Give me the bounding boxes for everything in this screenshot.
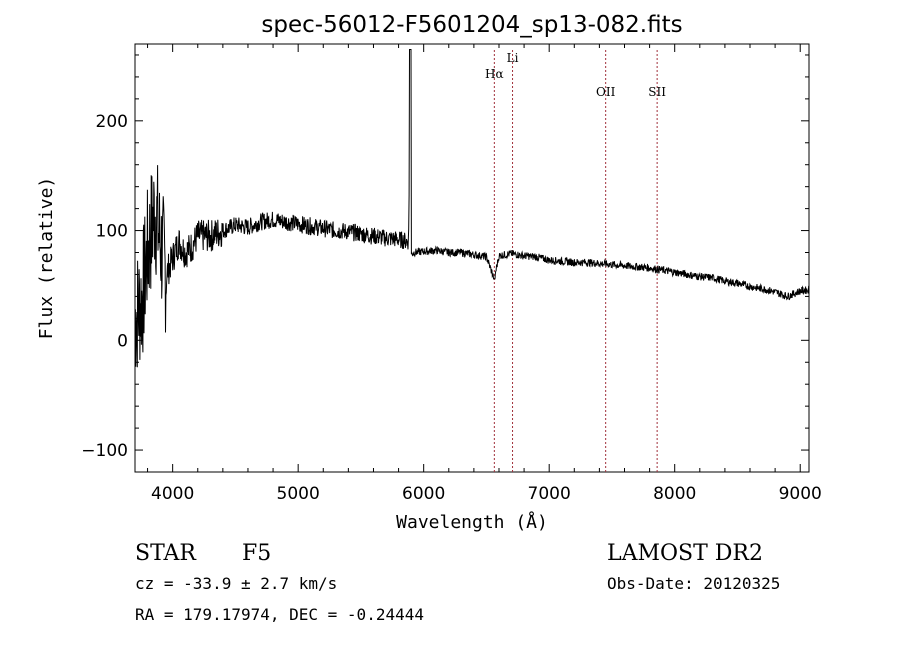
x-tick-label: 6000: [402, 484, 445, 504]
plot-frame: [134, 43, 810, 473]
y-tick-label: 200: [96, 112, 128, 132]
spectral-line-label: Hα: [485, 67, 504, 81]
x-axis-label: Wavelength (Å): [396, 511, 548, 533]
velocity-text: cz = -33.9 ± 2.7 km/s: [135, 574, 337, 593]
y-axis: −100 0 100 200: [81, 54, 809, 461]
y-tick-label: −100: [81, 441, 128, 461]
survey-name: LAMOST DR2: [607, 541, 763, 566]
spectrum-line: [134, 49, 810, 368]
chart-title: spec-56012-F5601204_sp13-082.fits: [261, 12, 682, 38]
x-tick-label: 8000: [653, 484, 696, 504]
coords-text: RA = 179.17974, DEC = -0.24444: [135, 605, 424, 624]
x-tick-label: 4000: [151, 484, 194, 504]
object-class: STAR: [135, 541, 197, 566]
y-tick-label: 100: [96, 222, 128, 242]
x-tick-label: 7000: [528, 484, 571, 504]
y-axis-label: Flux (relative): [36, 177, 57, 340]
object-subclass: F5: [242, 541, 271, 566]
spectral-line-label: SII: [648, 85, 666, 99]
x-tick-label: 5000: [277, 484, 320, 504]
x-axis: 4000 5000 6000 7000 8000 9000: [147, 44, 822, 504]
spectral-line-label: OII: [596, 85, 616, 99]
obs-date-text: Obs-Date: 20120325: [607, 574, 780, 593]
y-tick-label: 0: [117, 331, 128, 351]
x-tick-label: 9000: [779, 484, 822, 504]
spectral-line-label: Li: [507, 51, 519, 65]
